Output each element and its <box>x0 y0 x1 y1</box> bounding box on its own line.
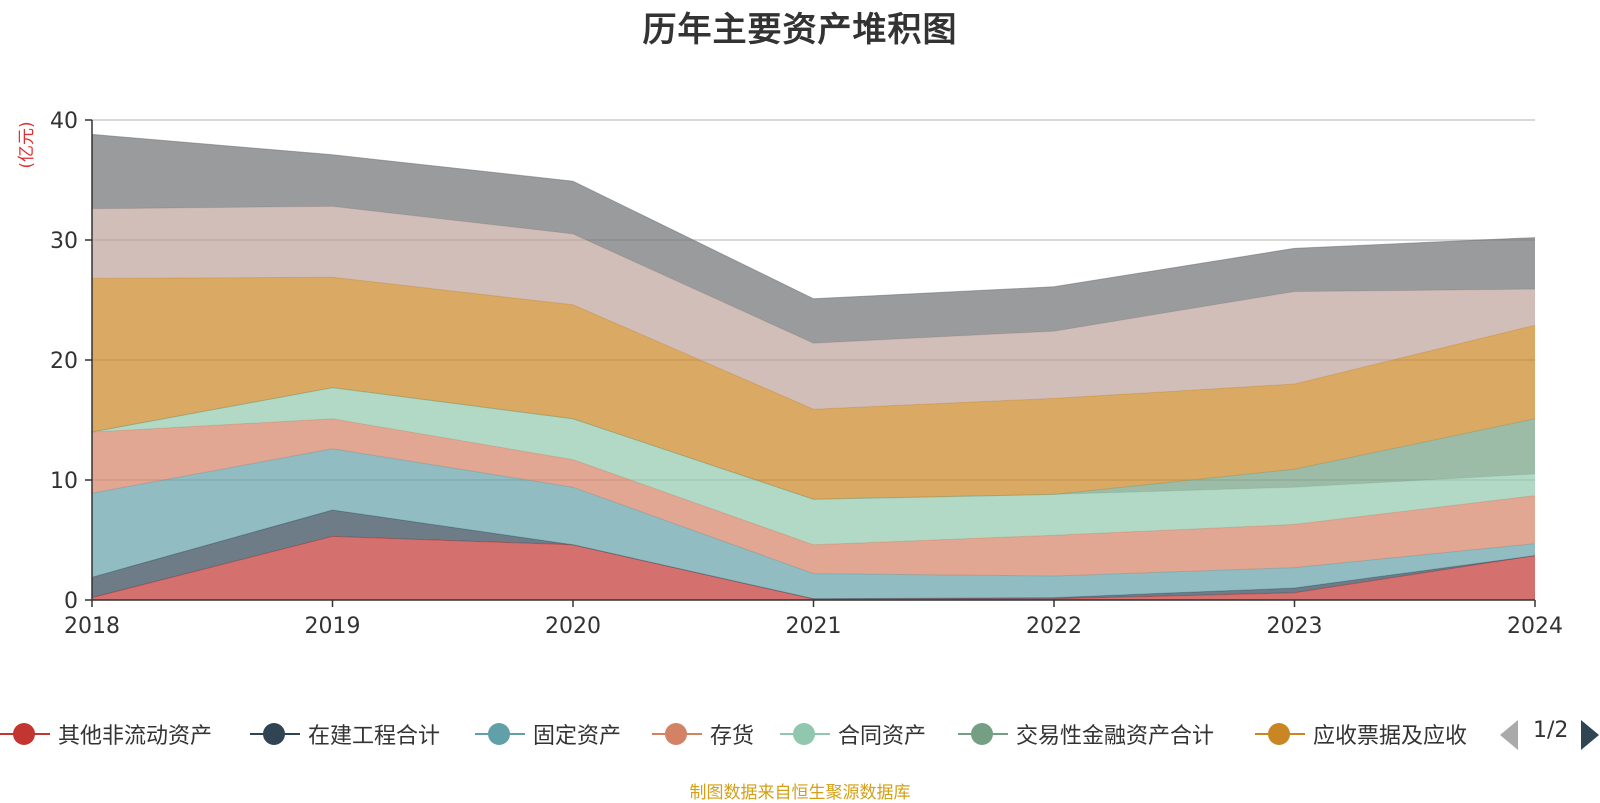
area-series <box>92 510 1535 599</box>
legend-marker-icon <box>652 716 702 752</box>
legend-marker-icon <box>475 716 525 752</box>
series-line <box>91 133 1536 300</box>
area-series <box>92 206 1535 410</box>
legend-label: 应收票据及应收 <box>1313 724 1468 749</box>
legend-marker-icon <box>780 716 830 752</box>
legend-label: 在建工程合计 <box>308 724 441 749</box>
x-tick-label: 2024 <box>1507 614 1563 639</box>
legend-item[interactable]: 交易性金融资产合计 <box>958 716 1214 752</box>
y-tick-label: 20 <box>50 349 78 374</box>
area-series <box>92 448 1535 599</box>
legend-item[interactable]: 固定资产 <box>475 716 621 752</box>
y-tick-label: 30 <box>50 229 78 254</box>
x-tick-label: 2018 <box>64 614 120 639</box>
prev-page-icon[interactable] <box>1500 720 1518 750</box>
legend-page-indicator: 1/2 <box>1533 718 1569 743</box>
legend-label: 固定资产 <box>533 724 622 749</box>
legend-item[interactable]: 应收票据及应收 <box>1255 716 1467 752</box>
y-axis-label: (亿元) <box>17 121 37 168</box>
x-tick-label: 2019 <box>305 614 361 639</box>
legend-item[interactable]: 其他非流动资产 <box>0 716 212 752</box>
y-tick-label: 10 <box>50 469 78 494</box>
area-series-group <box>91 133 1536 600</box>
legend-label: 存货 <box>710 724 755 749</box>
legend-marker-icon <box>250 716 300 752</box>
axes: 0 10 20 30 40 2018 2019 2020 2021 2022 2023 2024 <box>50 109 1563 639</box>
x-tick-label: 2022 <box>1026 614 1082 639</box>
area-series <box>92 536 1535 600</box>
legend-item[interactable]: 存货 <box>652 716 754 752</box>
stacked-area-chart: 0 10 20 30 40 2018 2019 2020 2021 2022 2023 2024 (亿… <box>17 109 1563 639</box>
chart-title: 历年主要资产堆积图 <box>642 10 958 50</box>
area-series <box>92 134 1535 344</box>
x-tick-label: 2023 <box>1267 614 1323 639</box>
legend-marker-icon <box>0 716 50 752</box>
legend-label: 交易性金融资产合计 <box>1016 724 1215 749</box>
legend-item[interactable]: 在建工程合计 <box>250 716 440 752</box>
y-tick-label: 40 <box>50 109 78 134</box>
area-series <box>92 387 1535 545</box>
legend-pager: 1/2 <box>1500 716 1600 752</box>
legend: 其他非流动资产 在建工程合计 固定资产 存货 合同资产 交易性金融资产合计 应收票据及应收 <box>0 716 1600 752</box>
legend-marker-icon <box>1255 716 1305 752</box>
y-tick-label: 0 <box>64 589 78 614</box>
legend-item[interactable]: 合同资产 <box>780 716 926 752</box>
data-source-note: 制图数据来自恒生聚源数据库 <box>689 783 911 803</box>
x-tick-label: 2021 <box>786 614 842 639</box>
area-series <box>92 418 1535 576</box>
legend-label: 合同资产 <box>838 724 927 749</box>
next-page-icon[interactable] <box>1581 720 1599 750</box>
area-series <box>92 277 1535 500</box>
legend-label: 其他非流动资产 <box>58 724 213 749</box>
x-tick-label: 2020 <box>545 614 601 639</box>
legend-marker-icon <box>958 716 1008 752</box>
